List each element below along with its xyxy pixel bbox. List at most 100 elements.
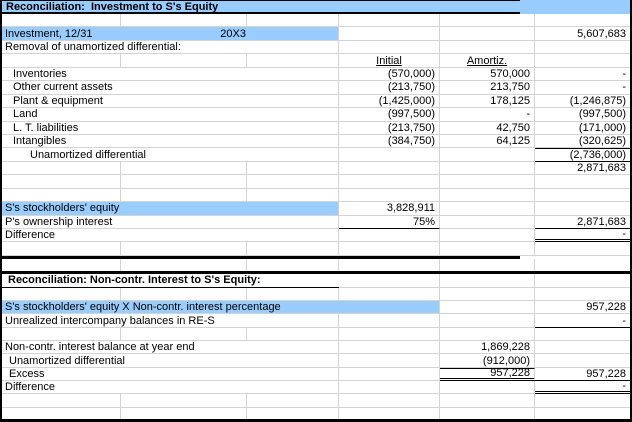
cell-value-e[interactable] [440,40,535,55]
cell-value-f[interactable]: - [535,228,630,243]
cell-empty[interactable] [121,258,247,271]
cell-empty[interactable] [2,394,121,408]
cell-label[interactable]: Removal of unamortized differential: [2,40,339,55]
cell-value-f[interactable]: (320,625) [535,135,630,149]
cell-value-d[interactable] [339,354,440,368]
cell-value-d[interactable] [339,188,440,203]
cell-value-f[interactable]: - [535,380,630,395]
cell-value-f[interactable] [535,54,630,68]
cell-value-f[interactable]: - [535,81,630,95]
cell-value-f[interactable]: (1,246,875) [535,95,630,109]
column-header-initial[interactable]: Initial [339,54,440,68]
cell-value-d[interactable] [339,341,440,355]
cell-value-e[interactable] [440,175,535,189]
cell-value-f[interactable]: 2,871,683 [535,162,630,176]
cell-value-f[interactable]: (171,000) [535,122,630,135]
cell-value-d[interactable] [339,367,440,381]
cell-empty[interactable] [339,273,440,288]
cell-value-d[interactable] [339,14,440,28]
cell-value-f[interactable] [535,14,630,28]
cell-empty[interactable] [2,14,121,28]
cell-empty[interactable] [2,327,121,342]
cell-empty[interactable] [247,287,339,302]
cell-value-f[interactable] [535,328,630,342]
cell-value-e[interactable] [440,188,535,203]
section2-title-row[interactable]: Reconciliation: Non-contr. Interest to S… [2,273,630,288]
cell-label[interactable]: Non-contr. interest balance at year end [2,341,339,355]
cell-value-d[interactable]: 75% [339,215,440,229]
cell-value-e[interactable] [440,287,535,302]
cell-empty[interactable] [2,54,121,68]
cell-value-f[interactable]: (997,500) [535,108,630,122]
cell-empty[interactable] [2,287,121,302]
cell-value-e[interactable] [440,394,535,408]
cell-empty[interactable] [121,188,247,203]
cell-empty[interactable] [339,258,440,271]
cell-label[interactable]: Unamortized differential [2,148,339,162]
cell-empty[interactable] [247,14,339,28]
cell-empty[interactable] [247,175,339,189]
cell-value-d[interactable]: (384,750) [339,134,440,149]
cell-value-d[interactable] [339,314,440,328]
cell-empty[interactable] [121,14,247,28]
cell-value-e[interactable]: 570,000 [440,67,535,82]
column-header-amortiz[interactable]: Amortiz. [440,54,535,68]
cell-empty[interactable] [247,258,339,271]
cell-empty[interactable] [121,175,247,189]
cell-empty[interactable] [2,175,121,189]
cell-value-e[interactable] [440,327,535,342]
cell-value-e[interactable] [440,202,535,216]
cell-empty[interactable] [121,394,247,408]
cell-value-d[interactable]: (1,425,000) [339,94,440,109]
cell-label[interactable]: L. T. liabilities [2,121,339,135]
cell-value-f[interactable] [535,354,630,368]
cell-empty[interactable] [247,161,339,176]
cell-empty[interactable] [2,242,121,256]
cell-label[interactable]: Intangibles [2,134,339,149]
cell-value-f[interactable] [535,202,630,216]
cell-value-d[interactable] [339,40,440,55]
cell-empty[interactable] [247,394,339,408]
cell-value-f[interactable] [535,288,630,302]
cell-value-d[interactable] [339,175,440,189]
highlighted-cell[interactable]: Investment, 12/31 20X3 [2,27,339,41]
cell-value-e[interactable] [440,301,535,315]
cell-empty[interactable] [121,287,247,302]
cell-value-e[interactable] [440,14,535,28]
cell-empty[interactable] [121,161,247,176]
cell-empty[interactable] [2,258,121,271]
cell-value-d[interactable]: (997,500) [339,108,440,122]
cell-value-f[interactable]: 957,228 [535,301,630,315]
cell-label[interactable]: Inventories [2,67,339,82]
cell-value-d[interactable]: (213,750) [339,81,440,95]
cell-empty[interactable] [535,274,630,288]
cell-label[interactable]: Land [2,108,339,122]
cell-empty[interactable] [121,54,247,68]
cell-empty[interactable] [440,273,535,288]
highlighted-cell[interactable]: S's stockholders' equity [2,202,339,216]
cell-value-f[interactable] [535,242,630,256]
cell-empty[interactable] [247,242,339,256]
cell-empty[interactable] [247,327,339,342]
cell-label[interactable]: P's ownership interest [2,215,339,229]
cell-empty[interactable] [247,54,339,68]
cell-value-d[interactable] [339,327,440,342]
cell-label[interactable]: Unamortized differential [2,354,339,368]
cell-value-f[interactable]: - [535,68,630,82]
cell-value-f[interactable]: 5,607,683 [535,27,630,41]
cell-value-f[interactable] [535,175,630,189]
cell-empty[interactable] [535,259,630,271]
cell-value-e[interactable] [440,314,535,328]
cell-value-f[interactable]: 2,871,683 [535,216,630,229]
cell-empty[interactable] [121,242,247,256]
cell-value-e[interactable]: (912,000) [440,354,535,368]
cell-value-e[interactable]: 957,228 [440,367,535,381]
cell-value-f[interactable]: 957,228 [535,368,630,381]
cell-value-d[interactable] [339,27,440,41]
highlighted-cell[interactable]: S's stockholders' equity X Non-contr. in… [2,301,440,315]
cell-label[interactable]: Unrealized intercompany balances in RE-S [2,314,339,328]
cell-value-f[interactable] [535,394,630,408]
cell-value-d[interactable] [339,287,440,302]
cell-empty[interactable] [2,188,121,203]
cell-empty[interactable] [2,161,121,176]
